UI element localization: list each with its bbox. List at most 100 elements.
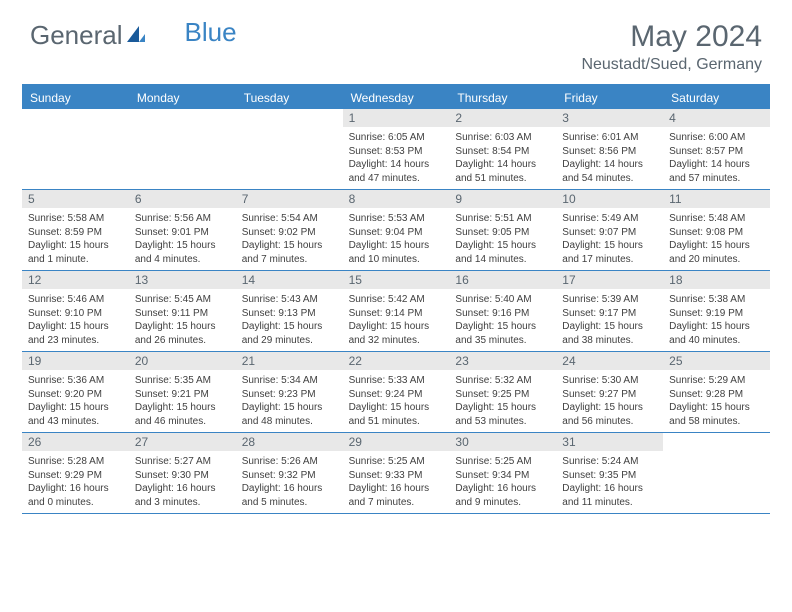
weekday-header: Thursday	[449, 87, 556, 109]
sunrise-line: Sunrise: 5:39 AM	[562, 293, 657, 307]
day-content: Sunrise: 5:45 AMSunset: 9:11 PMDaylight:…	[129, 289, 236, 351]
day-content: Sunrise: 5:36 AMSunset: 9:20 PMDaylight:…	[22, 370, 129, 432]
day-cell: 16Sunrise: 5:40 AMSunset: 9:16 PMDayligh…	[449, 271, 556, 351]
day-content: Sunrise: 5:43 AMSunset: 9:13 PMDaylight:…	[236, 289, 343, 351]
day-content: Sunrise: 5:38 AMSunset: 9:19 PMDaylight:…	[663, 289, 770, 351]
daylight-line: Daylight: 15 hours and 38 minutes.	[562, 320, 657, 347]
day-content: Sunrise: 5:42 AMSunset: 9:14 PMDaylight:…	[343, 289, 450, 351]
sunrise-line: Sunrise: 5:28 AM	[28, 455, 123, 469]
day-content: Sunrise: 6:05 AMSunset: 8:53 PMDaylight:…	[343, 127, 450, 189]
day-cell: 31Sunrise: 5:24 AMSunset: 9:35 PMDayligh…	[556, 433, 663, 513]
day-cell: 5Sunrise: 5:58 AMSunset: 8:59 PMDaylight…	[22, 190, 129, 270]
day-cell: 13Sunrise: 5:45 AMSunset: 9:11 PMDayligh…	[129, 271, 236, 351]
month-title: May 2024	[581, 20, 762, 54]
daylight-line: Daylight: 15 hours and 58 minutes.	[669, 401, 764, 428]
sunset-line: Sunset: 8:57 PM	[669, 145, 764, 159]
day-number: 21	[236, 352, 343, 370]
day-content: Sunrise: 6:03 AMSunset: 8:54 PMDaylight:…	[449, 127, 556, 189]
sunrise-line: Sunrise: 5:35 AM	[135, 374, 230, 388]
weekday-header: Wednesday	[343, 87, 450, 109]
sunset-line: Sunset: 9:34 PM	[455, 469, 550, 483]
day-number: 8	[343, 190, 450, 208]
day-cell: 15Sunrise: 5:42 AMSunset: 9:14 PMDayligh…	[343, 271, 450, 351]
sunset-line: Sunset: 9:33 PM	[349, 469, 444, 483]
daylight-line: Daylight: 15 hours and 53 minutes.	[455, 401, 550, 428]
daylight-line: Daylight: 16 hours and 3 minutes.	[135, 482, 230, 509]
day-cell: 1Sunrise: 6:05 AMSunset: 8:53 PMDaylight…	[343, 109, 450, 189]
sunset-line: Sunset: 9:05 PM	[455, 226, 550, 240]
day-number: 15	[343, 271, 450, 289]
sunset-line: Sunset: 9:27 PM	[562, 388, 657, 402]
day-number: 31	[556, 433, 663, 451]
day-cell: 23Sunrise: 5:32 AMSunset: 9:25 PMDayligh…	[449, 352, 556, 432]
sunset-line: Sunset: 9:20 PM	[28, 388, 123, 402]
brand-part2: Blue	[185, 17, 237, 48]
sunrise-line: Sunrise: 5:25 AM	[349, 455, 444, 469]
sunset-line: Sunset: 9:01 PM	[135, 226, 230, 240]
day-cell: 7Sunrise: 5:54 AMSunset: 9:02 PMDaylight…	[236, 190, 343, 270]
sunrise-line: Sunrise: 5:53 AM	[349, 212, 444, 226]
weekday-header: Monday	[129, 87, 236, 109]
day-cell: 12Sunrise: 5:46 AMSunset: 9:10 PMDayligh…	[22, 271, 129, 351]
daylight-line: Daylight: 15 hours and 4 minutes.	[135, 239, 230, 266]
sunset-line: Sunset: 9:28 PM	[669, 388, 764, 402]
day-content: Sunrise: 5:39 AMSunset: 9:17 PMDaylight:…	[556, 289, 663, 351]
daylight-line: Daylight: 16 hours and 0 minutes.	[28, 482, 123, 509]
sunrise-line: Sunrise: 5:30 AM	[562, 374, 657, 388]
sunset-line: Sunset: 9:19 PM	[669, 307, 764, 321]
day-number: 18	[663, 271, 770, 289]
sunset-line: Sunset: 9:02 PM	[242, 226, 337, 240]
day-cell: 2Sunrise: 6:03 AMSunset: 8:54 PMDaylight…	[449, 109, 556, 189]
daylight-line: Daylight: 14 hours and 47 minutes.	[349, 158, 444, 185]
sunset-line: Sunset: 9:14 PM	[349, 307, 444, 321]
week-row: 1Sunrise: 6:05 AMSunset: 8:53 PMDaylight…	[22, 109, 770, 190]
day-cell	[663, 433, 770, 513]
location-label: Neustadt/Sued, Germany	[581, 56, 762, 74]
day-number: 5	[22, 190, 129, 208]
day-content: Sunrise: 5:51 AMSunset: 9:05 PMDaylight:…	[449, 208, 556, 270]
sunset-line: Sunset: 9:04 PM	[349, 226, 444, 240]
day-cell: 20Sunrise: 5:35 AMSunset: 9:21 PMDayligh…	[129, 352, 236, 432]
weekday-header: Sunday	[22, 87, 129, 109]
daylight-line: Daylight: 15 hours and 48 minutes.	[242, 401, 337, 428]
day-number: 27	[129, 433, 236, 451]
day-cell: 3Sunrise: 6:01 AMSunset: 8:56 PMDaylight…	[556, 109, 663, 189]
day-cell: 6Sunrise: 5:56 AMSunset: 9:01 PMDaylight…	[129, 190, 236, 270]
day-cell: 22Sunrise: 5:33 AMSunset: 9:24 PMDayligh…	[343, 352, 450, 432]
sunrise-line: Sunrise: 6:00 AM	[669, 131, 764, 145]
day-content: Sunrise: 5:33 AMSunset: 9:24 PMDaylight:…	[343, 370, 450, 432]
day-number: 13	[129, 271, 236, 289]
daylight-line: Daylight: 15 hours and 7 minutes.	[242, 239, 337, 266]
title-block: May 2024 Neustadt/Sued, Germany	[581, 20, 762, 74]
sunrise-line: Sunrise: 5:32 AM	[455, 374, 550, 388]
brand-part1: General	[30, 20, 123, 51]
sunrise-line: Sunrise: 5:45 AM	[135, 293, 230, 307]
sunset-line: Sunset: 8:59 PM	[28, 226, 123, 240]
sunrise-line: Sunrise: 5:51 AM	[455, 212, 550, 226]
sunset-line: Sunset: 9:24 PM	[349, 388, 444, 402]
daylight-line: Daylight: 15 hours and 23 minutes.	[28, 320, 123, 347]
sunset-line: Sunset: 9:08 PM	[669, 226, 764, 240]
day-cell	[129, 109, 236, 189]
day-number: 7	[236, 190, 343, 208]
sunset-line: Sunset: 8:56 PM	[562, 145, 657, 159]
sunrise-line: Sunrise: 5:29 AM	[669, 374, 764, 388]
day-cell: 11Sunrise: 5:48 AMSunset: 9:08 PMDayligh…	[663, 190, 770, 270]
daylight-line: Daylight: 15 hours and 32 minutes.	[349, 320, 444, 347]
daylight-line: Daylight: 16 hours and 11 minutes.	[562, 482, 657, 509]
daylight-line: Daylight: 16 hours and 5 minutes.	[242, 482, 337, 509]
daylight-line: Daylight: 15 hours and 20 minutes.	[669, 239, 764, 266]
sunset-line: Sunset: 9:13 PM	[242, 307, 337, 321]
day-number: 19	[22, 352, 129, 370]
day-cell: 19Sunrise: 5:36 AMSunset: 9:20 PMDayligh…	[22, 352, 129, 432]
day-number: 28	[236, 433, 343, 451]
sunset-line: Sunset: 9:25 PM	[455, 388, 550, 402]
day-number	[663, 433, 770, 451]
day-content: Sunrise: 5:34 AMSunset: 9:23 PMDaylight:…	[236, 370, 343, 432]
day-cell: 10Sunrise: 5:49 AMSunset: 9:07 PMDayligh…	[556, 190, 663, 270]
sunrise-line: Sunrise: 5:43 AM	[242, 293, 337, 307]
daylight-line: Daylight: 14 hours and 51 minutes.	[455, 158, 550, 185]
day-cell: 9Sunrise: 5:51 AMSunset: 9:05 PMDaylight…	[449, 190, 556, 270]
weekday-header: Saturday	[663, 87, 770, 109]
daylight-line: Daylight: 15 hours and 46 minutes.	[135, 401, 230, 428]
